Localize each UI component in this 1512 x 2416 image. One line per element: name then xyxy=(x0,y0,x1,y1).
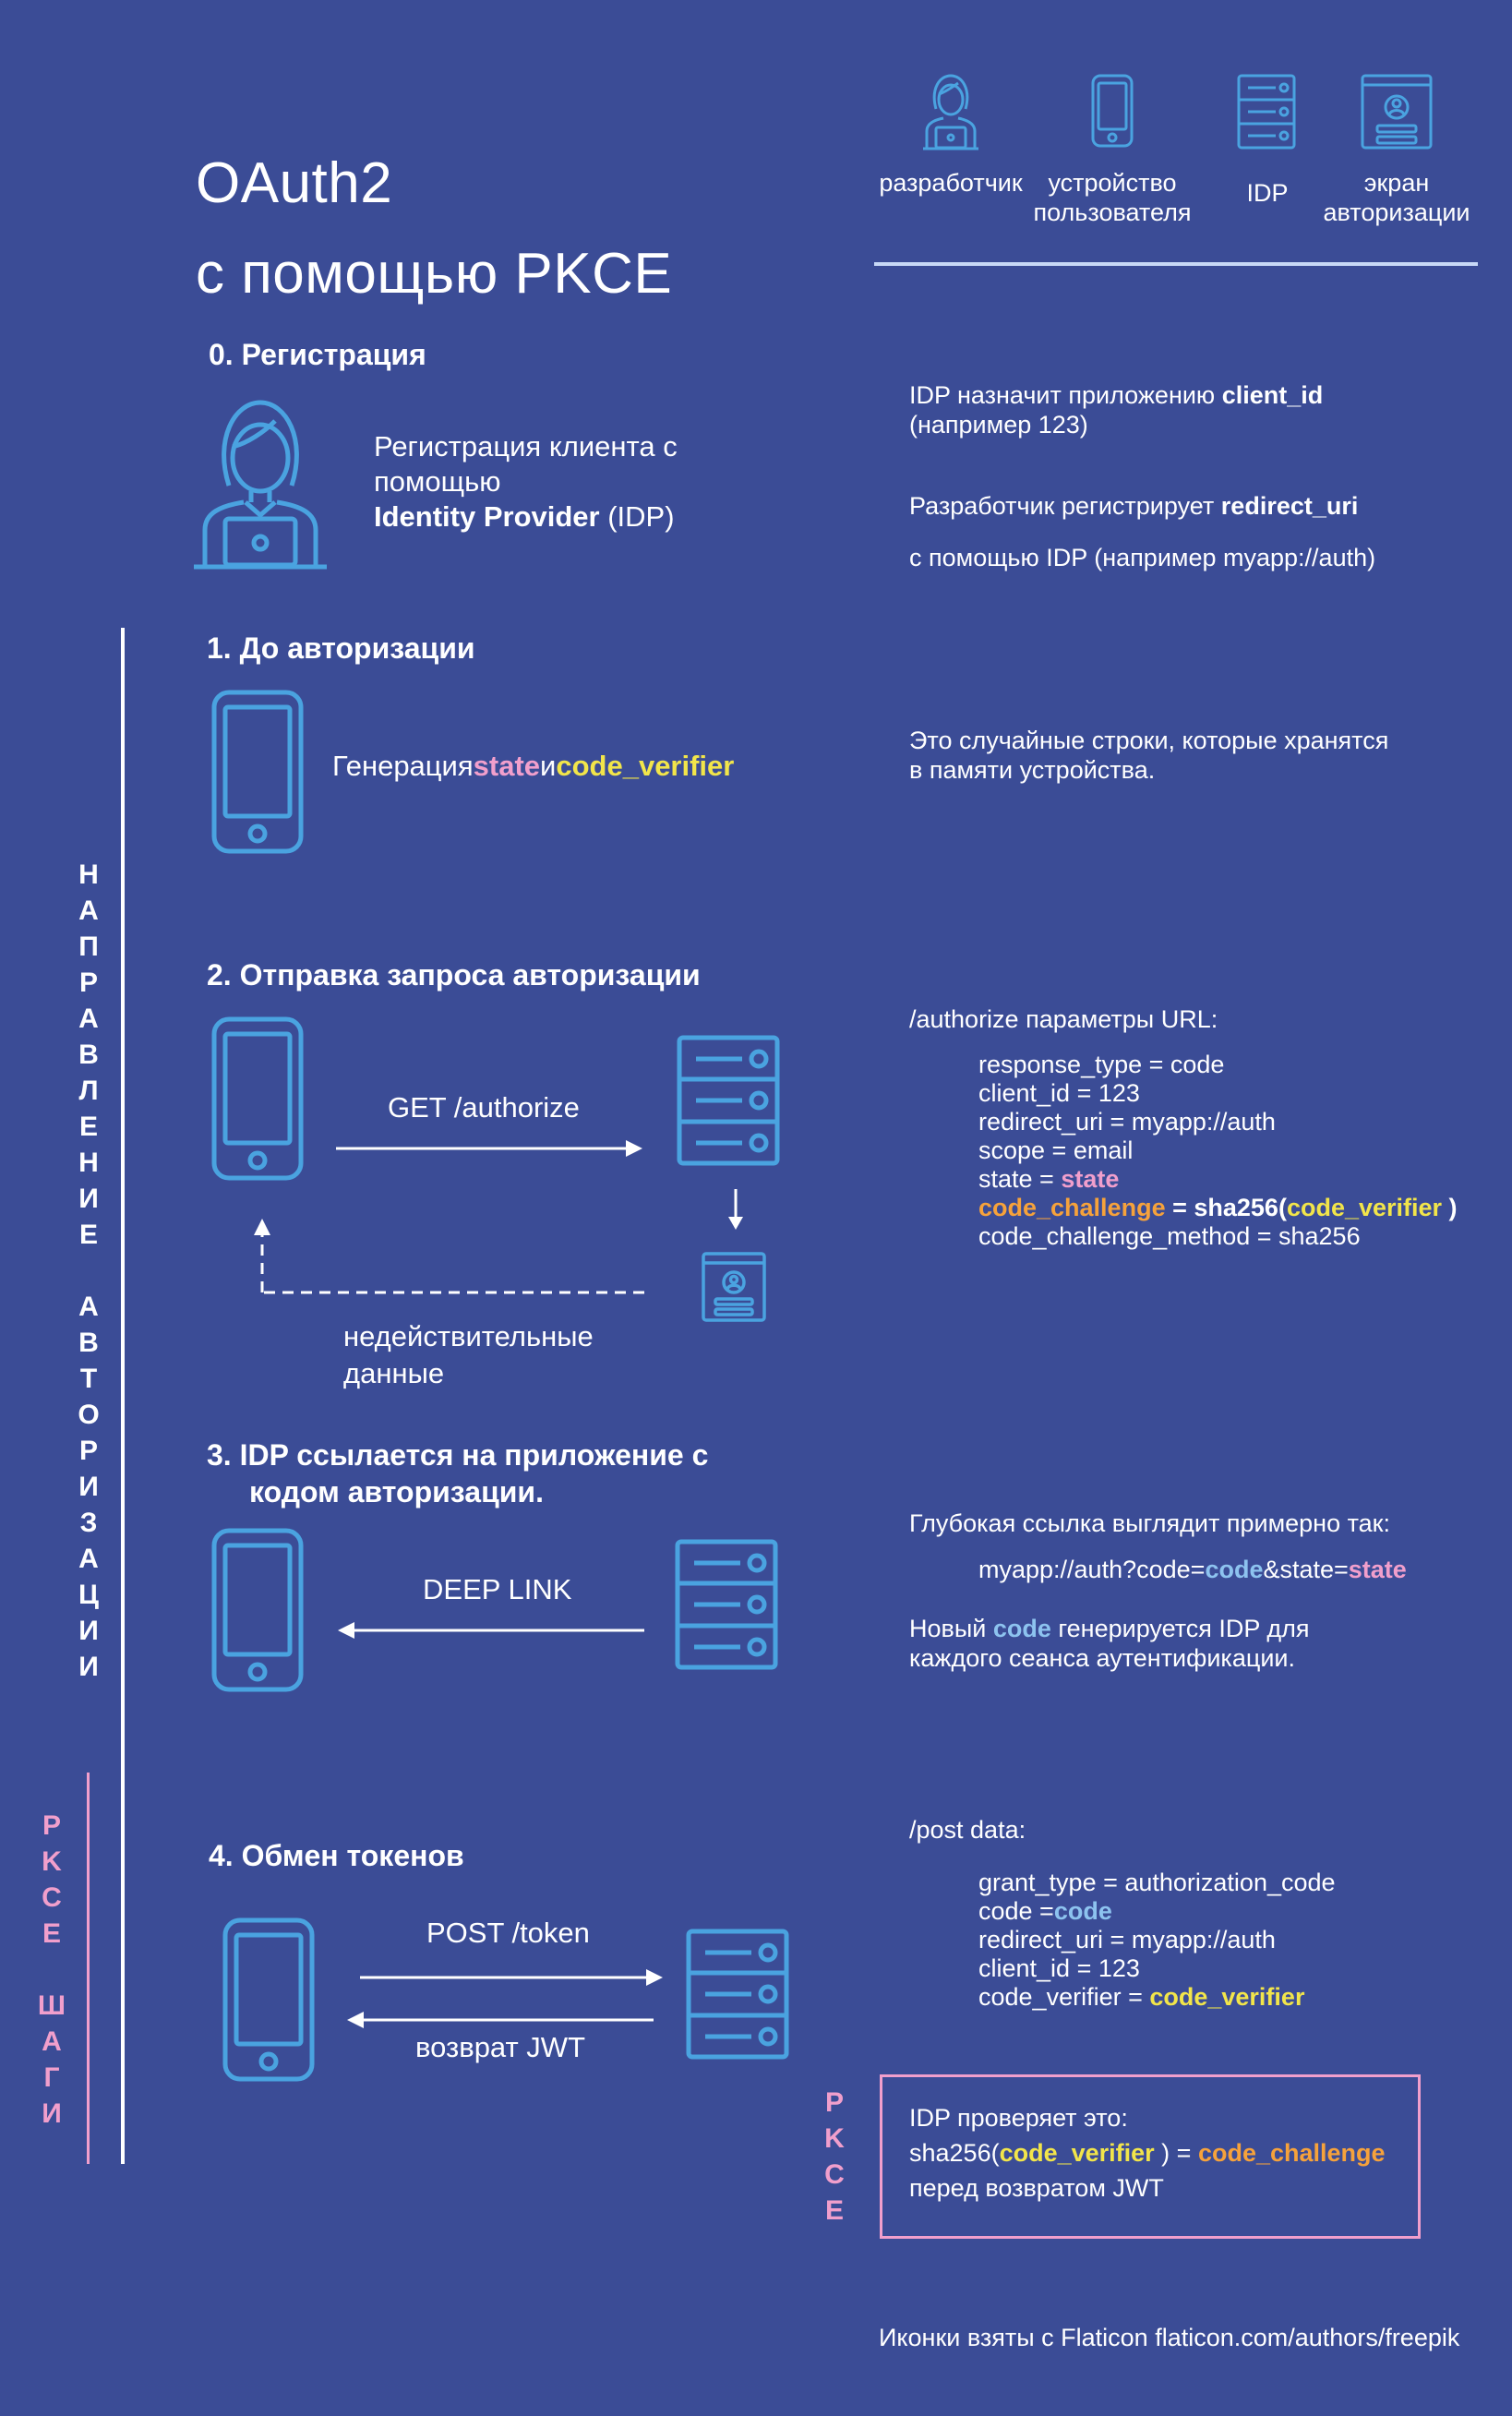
smartphone-icon xyxy=(211,1528,304,1692)
return-jwt-label: возврат JWT xyxy=(415,2031,586,2063)
arrow-down-icon xyxy=(728,1189,743,1230)
page-title: OAuth2 с помощью PKCE xyxy=(196,138,672,319)
legend-auth-screen: экран авторизации xyxy=(1323,169,1470,226)
arrow-left-icon xyxy=(347,2012,654,2028)
legend-developer: разработчик xyxy=(879,169,1023,197)
identity-provider-text: Identity Provider xyxy=(374,500,600,533)
smartphone-icon xyxy=(211,1016,304,1181)
flow-direction-line xyxy=(121,628,125,2164)
post-data-title: /post data: xyxy=(909,1816,1026,1844)
invalid-return-arrow xyxy=(254,1219,644,1294)
pkce-steps-line xyxy=(87,1773,90,2164)
authorize-params: response_type = code client_id = 123 red… xyxy=(978,1051,1458,1250)
auth-screen-icon xyxy=(1361,74,1433,150)
server-icon xyxy=(1237,74,1296,150)
smartphone-icon xyxy=(222,1917,315,2082)
step3-notes: Глубокая ссылка выглядит примерно так: m… xyxy=(909,1509,1407,1672)
step2-heading: 2. Отправка запроса авторизации xyxy=(207,958,701,992)
title-line-1: OAuth2 xyxy=(196,151,393,215)
step0-heading: 0. Регистрация xyxy=(209,338,426,371)
legend-divider xyxy=(874,262,1478,266)
state-term: state xyxy=(473,750,541,782)
step4-heading: 4. Обмен токенов xyxy=(209,1839,464,1872)
invalid-data-label: недействительные данные xyxy=(343,1320,594,1389)
step1-notes: Это случайные строки, которые хранятся в… xyxy=(909,727,1389,784)
post-data-params: grant_type = authorization_code code =co… xyxy=(978,1869,1336,2011)
code-verifier-term: code_verifier xyxy=(556,750,735,782)
icon-credits: Иконки взяты с Flaticon flaticon.com/aut… xyxy=(879,2324,1460,2351)
smartphone-icon xyxy=(211,690,304,854)
step0-notes: IDP назначит приложению client_id (напри… xyxy=(909,381,1376,571)
pkce-verification-box xyxy=(880,2074,1421,2239)
developer-icon xyxy=(194,400,327,570)
step1-heading: 1. До авторизации xyxy=(207,631,475,665)
deep-link-label: DEEP LINK xyxy=(423,1573,572,1605)
server-icon xyxy=(675,1539,778,1670)
arrow-right-icon xyxy=(360,1969,663,1986)
auth-screen-icon xyxy=(702,1252,766,1322)
title-line-2: с помощью PKCE xyxy=(196,242,673,306)
pkce-verification-text: IDP проверяет это: sha256(code_verifier … xyxy=(909,2104,1386,2202)
arrow-right-icon xyxy=(336,1140,642,1157)
step1-generation-text: Генерацияstateиcode_verifier xyxy=(332,750,735,782)
post-token-label: POST /token xyxy=(426,1917,590,1949)
arrow-left-icon xyxy=(338,1622,644,1639)
server-icon xyxy=(677,1035,780,1166)
legend-idp: IDP xyxy=(1246,179,1289,207)
server-icon xyxy=(686,1929,789,2060)
step3-heading: 3. IDP ссылается на приложение с кодом а… xyxy=(207,1438,709,1508)
developer-icon xyxy=(923,74,978,150)
step0-description: Регистрация клиента с помощью Identity P… xyxy=(374,430,678,533)
get-authorize-label: GET /authorize xyxy=(388,1091,580,1124)
smartphone-icon xyxy=(1091,74,1134,148)
authorize-params-title: /authorize параметры URL: xyxy=(909,1005,1218,1033)
legend-device: устройство пользователя xyxy=(1033,169,1192,226)
